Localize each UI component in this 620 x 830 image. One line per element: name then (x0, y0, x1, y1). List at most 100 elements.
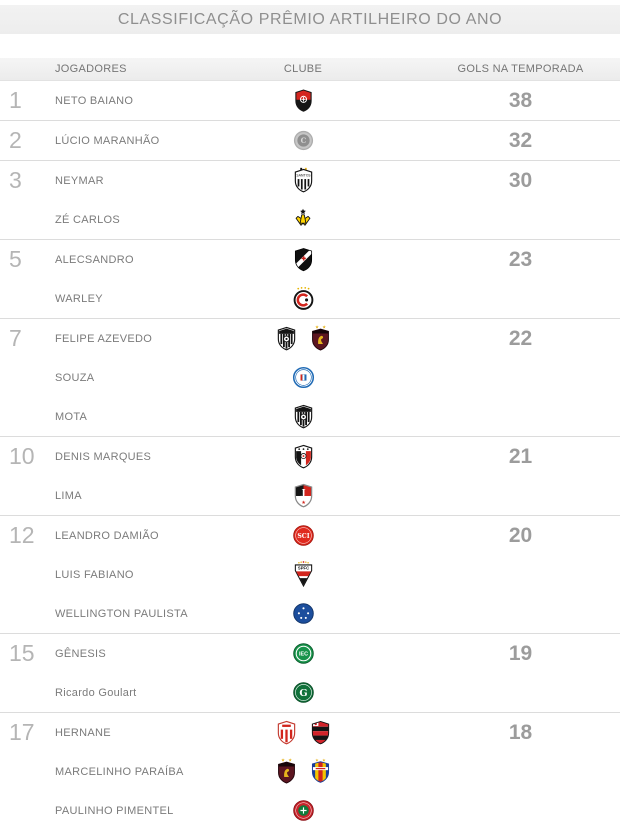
club-crest-cell (245, 366, 361, 389)
svg-text:★: ★ (322, 325, 326, 330)
rank-number: 17 (9, 719, 35, 745)
player-name: LIMA (55, 489, 82, 502)
atletico-go-crest-icon (292, 286, 315, 312)
svg-text:★: ★ (288, 758, 292, 763)
club-crest-cell (245, 87, 361, 114)
title-bar: CLASSIFICAÇÃO PRÊMIO ARTILHEIRO DO ANO (0, 5, 620, 34)
club-crest-cell (245, 208, 361, 231)
player-name: LEANDRO DAMIÃO (55, 529, 159, 542)
table-row: LUIS FABIANO SPFC (0, 555, 620, 594)
santa-cruz-crest-icon (292, 443, 315, 470)
svg-text:★: ★ (301, 500, 306, 506)
club-crest-cell (245, 286, 361, 312)
table-row: PAULINHO PIMENTEL (0, 791, 620, 830)
goals-value: 32 (508, 128, 533, 152)
club-crest-cell (245, 443, 361, 470)
rank-group: 2 LÚCIO MARANHÃO C 32 (0, 120, 620, 160)
player-name: ZÉ CARLOS (55, 213, 121, 226)
flamengo-crest-icon (309, 719, 332, 746)
player-name: NETO BAIANO (55, 94, 134, 107)
nautico-crest-icon (275, 719, 298, 746)
rank-number: 15 (9, 640, 35, 666)
table-row: 10 DENIS MARQUES 21 (0, 437, 620, 476)
joinville-crest-icon: J ★ (292, 482, 315, 509)
player-name: LUIS FABIANO (55, 568, 134, 581)
svg-text:C: C (300, 136, 306, 145)
rank-group: 1 NETO BAIANO 38 (0, 81, 620, 120)
rank-group: 5 ALECSANDRO 23 WARLEY (0, 239, 620, 318)
player-name: LÚCIO MARANHÃO (55, 134, 160, 147)
goals-value: 22 (508, 326, 533, 350)
table-row: Ricardo Goulart G (0, 673, 620, 712)
goals-value: 21 (508, 444, 533, 468)
club-crest-cell: J ★ (245, 482, 361, 509)
goals-value: 19 (508, 641, 533, 665)
svg-text:SANTOS: SANTOS (296, 173, 310, 177)
table-row: 5 ALECSANDRO 23 (0, 240, 620, 279)
player-name: GÊNESIS (55, 647, 107, 660)
rank-group: 7 FELIPE AZEVEDO ★ ★ 22 SOUZA MOTA (0, 318, 620, 436)
table-row: 2 LÚCIO MARANHÃO C 32 (0, 121, 620, 160)
header-club: CLUBE (283, 63, 323, 75)
club-crest-cell (245, 799, 361, 822)
svg-text:★: ★ (322, 758, 326, 762)
table-row: WARLEY (0, 279, 620, 318)
rank-number: 7 (9, 325, 22, 351)
svg-text:SCI: SCI (297, 533, 309, 540)
internacional-crest-icon: SCI (292, 524, 315, 547)
player-name: FELIPE AZEVEDO (55, 332, 153, 345)
goals-value: 20 (508, 523, 533, 547)
bahia-crest-icon (292, 366, 315, 389)
table-row: ZÉ CARLOS (0, 200, 620, 239)
svg-text:IEC: IEC (299, 652, 308, 658)
icasa-crest-icon: IEC (292, 642, 315, 665)
ceara-crest-icon (275, 325, 298, 352)
table-row: MARCELINHO PARAÍBA ★ ★ ★ ★ (0, 752, 620, 791)
club-crest-cell: SPFC (245, 561, 361, 588)
club-crest-cell (245, 719, 361, 746)
svg-text:★: ★ (280, 758, 284, 763)
goals-value: 38 (508, 88, 533, 112)
player-name: HERNANE (55, 726, 111, 739)
svg-text:G: G (299, 688, 307, 699)
table-row: 12 LEANDRO DAMIÃO SCI 20 (0, 516, 620, 555)
player-name: MOTA (55, 410, 88, 423)
rank-group: 10 DENIS MARQUES 21 LIMA J ★ (0, 436, 620, 515)
svg-text:SPFC: SPFC (297, 565, 308, 570)
club-crest-cell: ★ ★ (245, 325, 361, 352)
svg-text:J: J (300, 488, 305, 498)
vasco-crest-icon (292, 246, 315, 273)
sport-crest-icon: ★ ★ (275, 758, 298, 785)
table-row: 17 HERNANE 18 (0, 713, 620, 752)
criciuma-crest-icon (291, 208, 315, 231)
table-row: 15 GÊNESIS IEC 19 (0, 634, 620, 673)
table-row: 3 NEYMAR SANTOS 30 (0, 161, 620, 200)
club-crest-cell: IEC (245, 642, 361, 665)
club-crest-cell: SCI (245, 524, 361, 547)
club-crest-cell (245, 602, 361, 625)
club-crest-cell: SANTOS (245, 167, 361, 194)
player-name: SOUZA (55, 371, 95, 384)
rank-group: 12 LEANDRO DAMIÃO SCI 20 LUIS FABIANO SP… (0, 515, 620, 633)
player-name: Ricardo Goulart (55, 686, 137, 699)
goias-crest-icon: G (292, 681, 315, 704)
club-crest-cell: C (245, 129, 361, 152)
club-crest-cell: G (245, 681, 361, 704)
santos-crest-icon: SANTOS (292, 167, 315, 194)
rank-number: 12 (9, 522, 35, 548)
table-row: LIMA J ★ (0, 476, 620, 515)
tricolor-crest-icon: ★ ★ (309, 758, 332, 785)
table-row: SOUZA (0, 358, 620, 397)
goals-value: 18 (508, 720, 533, 744)
cruzeiro-crest-icon (292, 602, 315, 625)
player-name: ALECSANDRO (55, 253, 134, 266)
vitoria-crest-icon (292, 87, 315, 114)
rank-group: 17 HERNANE 18 MARCELINHO PARAÍBA ★ ★ ★ ★ PA… (0, 712, 620, 830)
rank-group: 15 GÊNESIS IEC 19 Ricardo Goulart G (0, 633, 620, 712)
player-name: DENIS MARQUES (55, 450, 152, 463)
ceara-crest-icon (292, 403, 315, 430)
player-name: MARCELINHO PARAÍBA (55, 765, 184, 778)
club-crest-cell: ★ ★ ★ ★ (245, 758, 361, 785)
player-name: WARLEY (55, 292, 103, 305)
